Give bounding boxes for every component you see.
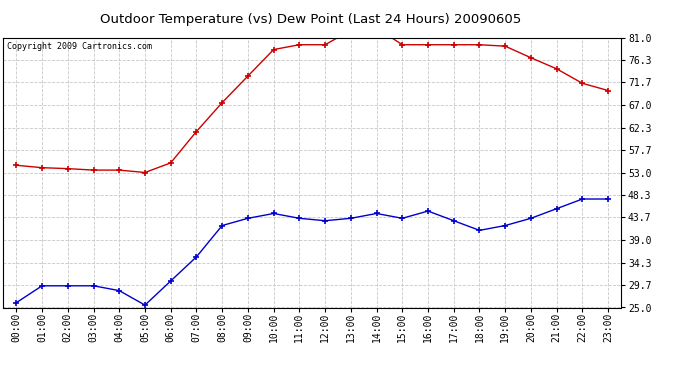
Text: Copyright 2009 Cartronics.com: Copyright 2009 Cartronics.com (6, 42, 152, 51)
Text: Outdoor Temperature (vs) Dew Point (Last 24 Hours) 20090605: Outdoor Temperature (vs) Dew Point (Last… (100, 13, 521, 26)
